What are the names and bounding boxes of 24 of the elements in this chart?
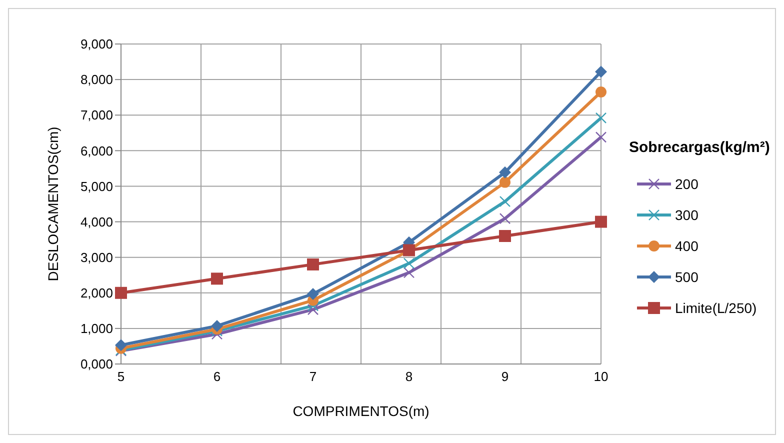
x-tick-label: 7 xyxy=(309,369,317,384)
legend-label: 200 xyxy=(675,176,698,192)
y-tick-label: 4,000 xyxy=(80,214,113,230)
y-tick-label: 1,000 xyxy=(80,321,113,336)
y-tick-label: 2,000 xyxy=(80,286,113,301)
legend-label: 300 xyxy=(675,206,698,222)
y-tick-label: 3,000 xyxy=(80,250,113,265)
legend-label: 500 xyxy=(675,268,698,284)
y-tick-label: 6,000 xyxy=(80,143,113,158)
x-tick-label: 10 xyxy=(594,369,608,384)
legend-title: Sobrecargas(kg/m²) xyxy=(629,139,771,156)
x-tick-label: 8 xyxy=(405,369,413,384)
y-tick-label: 9,000 xyxy=(80,36,113,52)
x-axis-title: COMPRIMENTOS(m) xyxy=(292,403,430,419)
y-tick-label: 8,000 xyxy=(80,72,113,88)
x-tick-label: 6 xyxy=(213,369,221,384)
y-tick-label: 0,000 xyxy=(80,356,113,372)
y-tick-label: 7,000 xyxy=(80,108,113,123)
legend-label: 400 xyxy=(675,238,698,254)
y-axis-title: DESLOCAMENTOS(cm) xyxy=(44,126,61,282)
x-tick-label: 5 xyxy=(117,369,125,384)
x-tick-label: 9 xyxy=(501,369,509,384)
legend-label: Limite(L/250) xyxy=(675,300,757,316)
y-tick-label: 5,000 xyxy=(80,178,113,194)
